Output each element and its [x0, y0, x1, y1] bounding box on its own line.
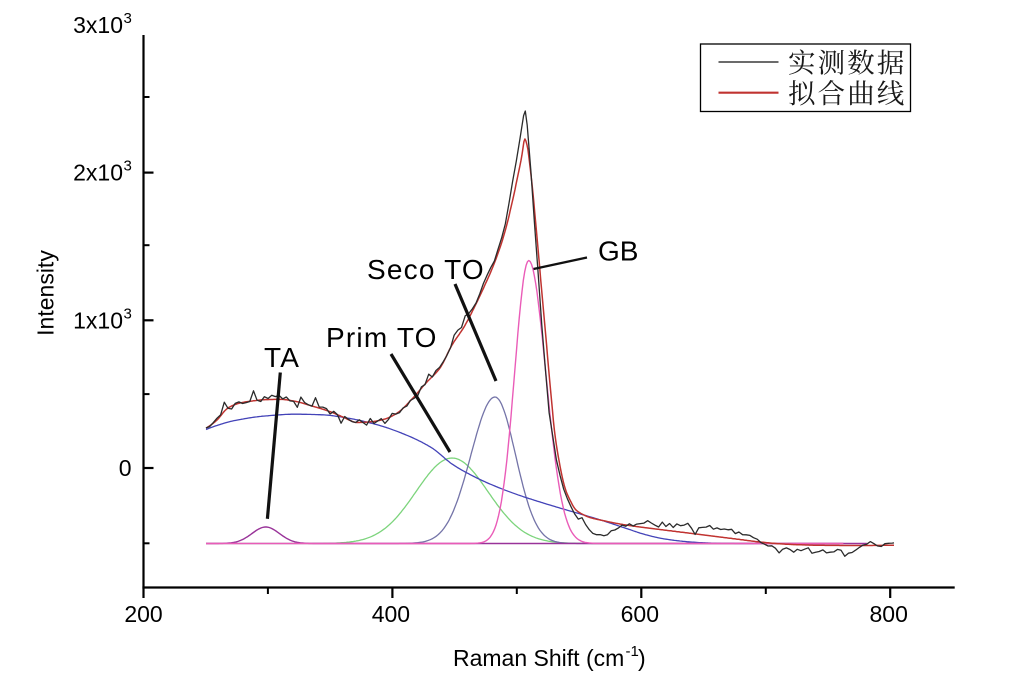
svg-text:TA: TA	[264, 342, 300, 373]
svg-text:400: 400	[372, 601, 410, 627]
svg-text:3: 3	[124, 158, 132, 175]
svg-text:800: 800	[870, 601, 908, 627]
svg-text:3: 3	[124, 305, 132, 322]
svg-text:3: 3	[124, 10, 132, 27]
svg-text:Seco TO: Seco TO	[367, 254, 485, 285]
svg-text:600: 600	[621, 601, 659, 627]
svg-text:3x10: 3x10	[73, 12, 123, 38]
svg-text:Raman Shift (cm: Raman Shift (cm	[453, 645, 624, 671]
svg-text:GB: GB	[598, 236, 638, 267]
svg-text:Intensity: Intensity	[33, 250, 59, 336]
svg-text:): )	[638, 645, 646, 671]
svg-text:-1: -1	[626, 643, 639, 660]
svg-text:1x10: 1x10	[73, 307, 123, 333]
svg-text:Prim TO: Prim TO	[326, 322, 438, 353]
svg-text:200: 200	[124, 601, 162, 627]
svg-text:2x10: 2x10	[73, 160, 123, 186]
svg-text:0: 0	[119, 455, 132, 481]
